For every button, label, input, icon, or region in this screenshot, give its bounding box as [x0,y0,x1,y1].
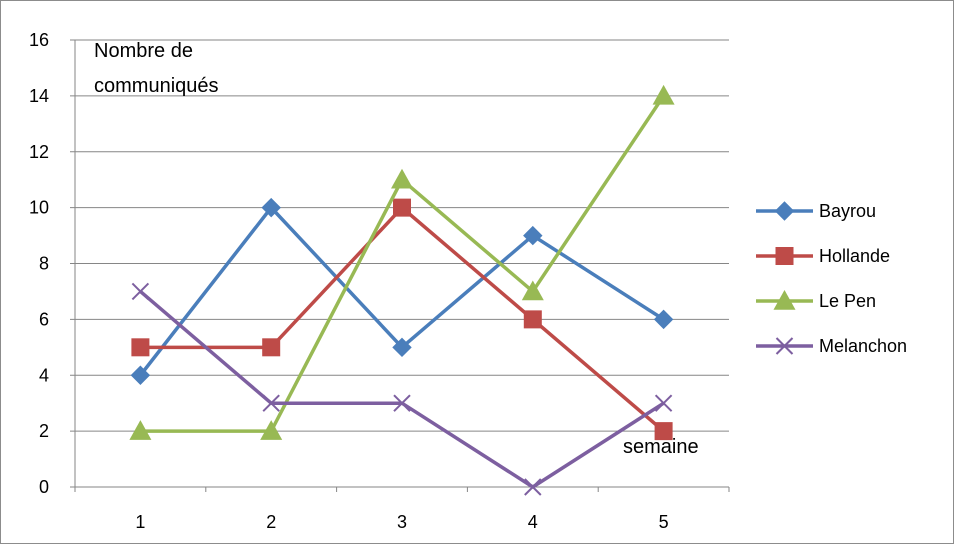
y-tick-label: 4 [39,365,49,385]
x-tick-label: 3 [397,512,407,532]
x-tick-label: 5 [659,512,669,532]
series-group [129,84,675,496]
x-marker-stroke [524,478,542,496]
series-line-melanchon [139,290,665,489]
data-point-bayrou [523,225,543,246]
series-bayrou [130,197,674,385]
data-point-le-pen [260,420,283,440]
y-tick-label: 8 [39,254,49,274]
data-point-hollande [131,338,150,357]
data-point-melanchon [262,394,280,412]
y-tick-label: 16 [29,30,49,50]
data-point-melanchon [524,478,542,496]
data-point-bayrou [130,365,151,385]
y-tick-label: 14 [29,86,49,106]
y-axis-title-line2: communiqués [94,75,219,97]
legend: Bayrou Hollande Le Pen Melanchon [756,201,907,356]
data-point-le-pen [129,420,152,440]
gridlines [75,39,729,432]
data-point-bayrou [261,197,281,218]
legend-marker-le-pen [773,290,796,310]
y-tick-label: 12 [29,142,49,162]
data-point-hollande [262,338,281,357]
legend-item-bayrou: Bayrou [756,201,876,221]
x-axis-ticks: 1 2 3 4 5 [74,487,730,532]
x-marker-stroke [654,394,673,412]
y-axis-title-line1: Nombre de [94,40,193,62]
x-marker-stroke [262,394,280,412]
y-tick-label: 10 [29,198,49,218]
x-tick-label: 4 [528,512,538,532]
x-marker-stroke [393,394,411,412]
y-tick-label: 6 [39,309,49,329]
data-point-melanchon [654,394,673,412]
data-point-le-pen [391,168,413,189]
legend-label-bayrou: Bayrou [819,201,876,221]
data-point-hollande [393,198,411,217]
y-axis-ticks: 0 2 4 6 8 10 12 14 16 [29,30,75,497]
legend-item-melanchon: Melanchon [756,336,907,356]
legend-item-hollande: Hollande [756,246,890,266]
data-point-hollande [654,422,673,441]
x-axis-title: semaine [623,436,699,458]
data-point-melanchon [393,394,411,412]
x-tick-label: 1 [135,512,145,532]
legend-marker-hollande [775,247,794,265]
legend-item-le-pen: Le Pen [756,290,876,311]
data-point-hollande [523,310,542,329]
legend-label-melanchon: Melanchon [819,336,907,356]
legend-marker-melanchon [775,337,794,355]
data-point-le-pen [652,84,675,105]
data-point-le-pen [521,280,544,301]
x-tick-label: 2 [266,512,276,532]
data-point-bayrou [653,309,674,330]
legend-label-hollande: Hollande [819,246,890,266]
legend-marker-bayrou [774,201,795,221]
series-hollande [131,198,673,441]
series-le-pen [129,84,675,440]
legend-label-le-pen: Le Pen [819,291,876,311]
x-marker-stroke [131,282,150,301]
y-tick-label: 2 [39,421,49,441]
series-melanchon [131,282,673,496]
data-point-bayrou [392,337,412,358]
x-marker-stroke [775,337,794,355]
y-tick-label: 0 [39,477,49,497]
data-point-melanchon [131,282,150,301]
